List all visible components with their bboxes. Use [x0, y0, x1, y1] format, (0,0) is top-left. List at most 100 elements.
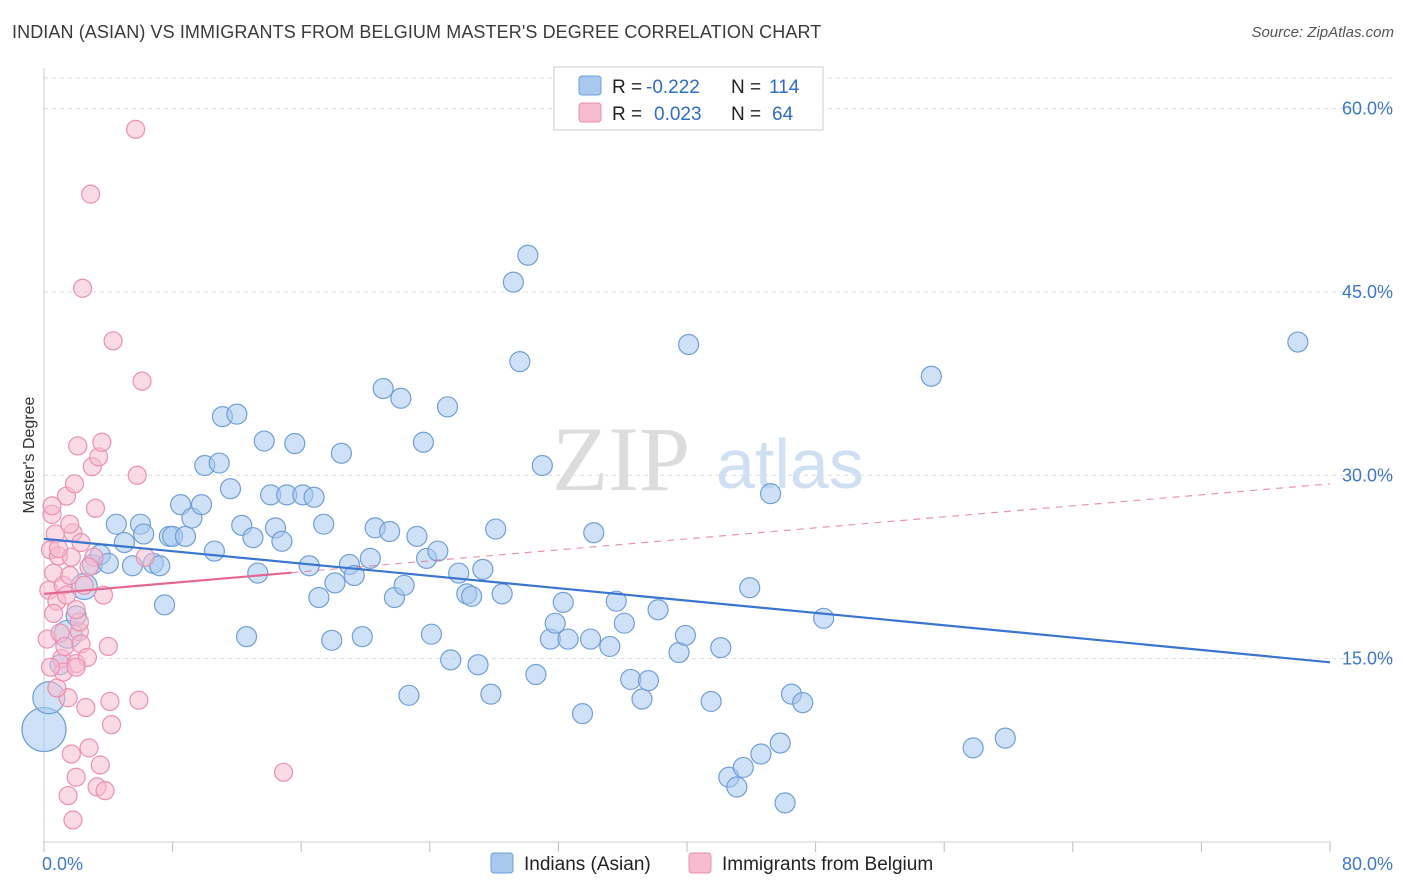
- point-belgium-22: [72, 278, 93, 298]
- point-indians-95: [700, 690, 722, 713]
- point-belgium-50: [61, 744, 81, 764]
- point-indians-31: [242, 527, 264, 549]
- trend-line-indians: [43, 537, 1331, 664]
- watermark-atlas: atlas: [716, 425, 864, 503]
- point-indians-90: [637, 670, 660, 692]
- point-indians-9: [105, 513, 127, 535]
- point-belgium-43: [129, 690, 149, 710]
- watermark: ZIP atlas: [552, 408, 864, 510]
- point-indians-48: [343, 564, 365, 587]
- point-belgium-41: [126, 119, 146, 139]
- point-indians-96: [710, 637, 732, 659]
- point-indians-42: [308, 586, 330, 609]
- point-indians-22: [190, 494, 213, 516]
- point-indians-72: [491, 583, 513, 605]
- chart-title: INDIAN (ASIAN) VS IMMIGRANTS FROM BELGIU…: [12, 22, 822, 42]
- point-belgium-49: [66, 767, 86, 787]
- point-indians-30: [235, 626, 258, 648]
- x-tick-label-max: 80.0%: [1342, 854, 1393, 874]
- bottom-legend-label-indians: Indians (Asian): [524, 854, 651, 875]
- point-indians-103: [769, 732, 791, 754]
- watermark-zip: ZIP: [552, 408, 690, 510]
- point-indians-64: [440, 649, 462, 671]
- point-indians-81: [557, 628, 579, 650]
- point-indians-55: [390, 387, 412, 409]
- point-indians-16: [153, 594, 176, 616]
- bottom-legend-label-belgium: Immigrants from Belgium: [722, 854, 933, 875]
- trend-lines: [43, 483, 1331, 664]
- legend-n-label-1: N =: [731, 77, 761, 98]
- y-tick-label-2: 45.0%: [1342, 282, 1393, 302]
- y-tick-label-0: 15.0%: [1342, 649, 1393, 669]
- point-belgium-48: [58, 785, 78, 806]
- legend-r-value-2: 0.023: [654, 104, 702, 125]
- point-belgium-46: [273, 762, 294, 782]
- y-axis-title: Master's Degree: [21, 396, 38, 513]
- legend-swatch-pink: [578, 102, 602, 123]
- point-indians-58: [406, 525, 428, 548]
- legend-r-value-1: -0.222: [646, 77, 700, 98]
- point-belgium-47: [63, 810, 83, 830]
- point-indians-36: [271, 530, 293, 552]
- point-belgium-40: [103, 331, 123, 351]
- point-indians-49: [351, 626, 373, 648]
- legend-n-value-1: 114: [769, 77, 800, 98]
- point-indians-87: [613, 612, 635, 634]
- point-indians-43: [313, 513, 335, 535]
- point-indians-13: [133, 523, 155, 545]
- series-indians-asian: [21, 244, 1309, 814]
- point-indians-38: [284, 432, 306, 455]
- point-indians-111: [1287, 331, 1309, 353]
- point-indians-67: [460, 585, 483, 607]
- point-indians-56: [393, 574, 415, 596]
- point-belgium-42: [127, 465, 147, 485]
- point-indians-82: [583, 522, 605, 544]
- point-indians-86: [605, 590, 627, 612]
- point-indians-77: [531, 454, 553, 477]
- point-indians-85: [599, 635, 621, 658]
- grid-lines: [44, 77, 1392, 660]
- chart-source: Source: ZipAtlas.com: [1251, 24, 1394, 41]
- point-indians-68: [467, 654, 489, 676]
- point-indians-83: [579, 628, 602, 650]
- point-belgium-19: [68, 436, 88, 456]
- point-belgium-33: [90, 755, 110, 775]
- point-indians-70: [480, 683, 502, 705]
- bottom-legend-swatch-pink: [688, 852, 712, 874]
- point-belgium-35: [93, 585, 114, 605]
- point-indians-99: [732, 756, 754, 779]
- point-indians-33: [253, 430, 275, 452]
- point-indians-57: [398, 684, 420, 706]
- point-belgium-24: [76, 697, 96, 718]
- point-belgium-62: [79, 557, 99, 577]
- point-belgium-30: [85, 498, 106, 518]
- point-belgium-44: [132, 371, 152, 391]
- point-indians-108: [920, 365, 942, 387]
- point-indians-104: [774, 792, 796, 814]
- point-indians-10: [113, 531, 135, 554]
- point-indians-53: [379, 520, 401, 543]
- point-belgium-59: [60, 514, 80, 534]
- point-indians-98: [726, 776, 748, 798]
- point-indians-93: [674, 624, 696, 647]
- legend-n-label-2: N =: [731, 104, 761, 125]
- legend-r-label-1: R =: [612, 77, 642, 98]
- point-belgium-63: [66, 657, 86, 677]
- point-belgium-55: [44, 603, 64, 624]
- point-indians-28: [226, 403, 248, 425]
- trend-line-belgium-dashed: [291, 483, 1331, 574]
- y-tick-label-3: 60.0%: [1342, 99, 1393, 119]
- point-indians-0: [21, 706, 67, 753]
- point-indians-89: [631, 688, 653, 710]
- bottom-legend-swatch-blue: [490, 852, 514, 874]
- point-indians-94: [678, 333, 700, 356]
- point-indians-46: [330, 442, 352, 464]
- legend-n-value-2: 64: [772, 104, 794, 125]
- point-indians-50: [359, 547, 381, 570]
- point-indians-15: [149, 555, 171, 577]
- point-belgium-17: [64, 474, 85, 494]
- y-tick-labels: 15.0% 30.0% 45.0% 60.0%: [1342, 99, 1393, 669]
- point-indians-76: [525, 663, 547, 686]
- point-indians-41: [303, 486, 325, 508]
